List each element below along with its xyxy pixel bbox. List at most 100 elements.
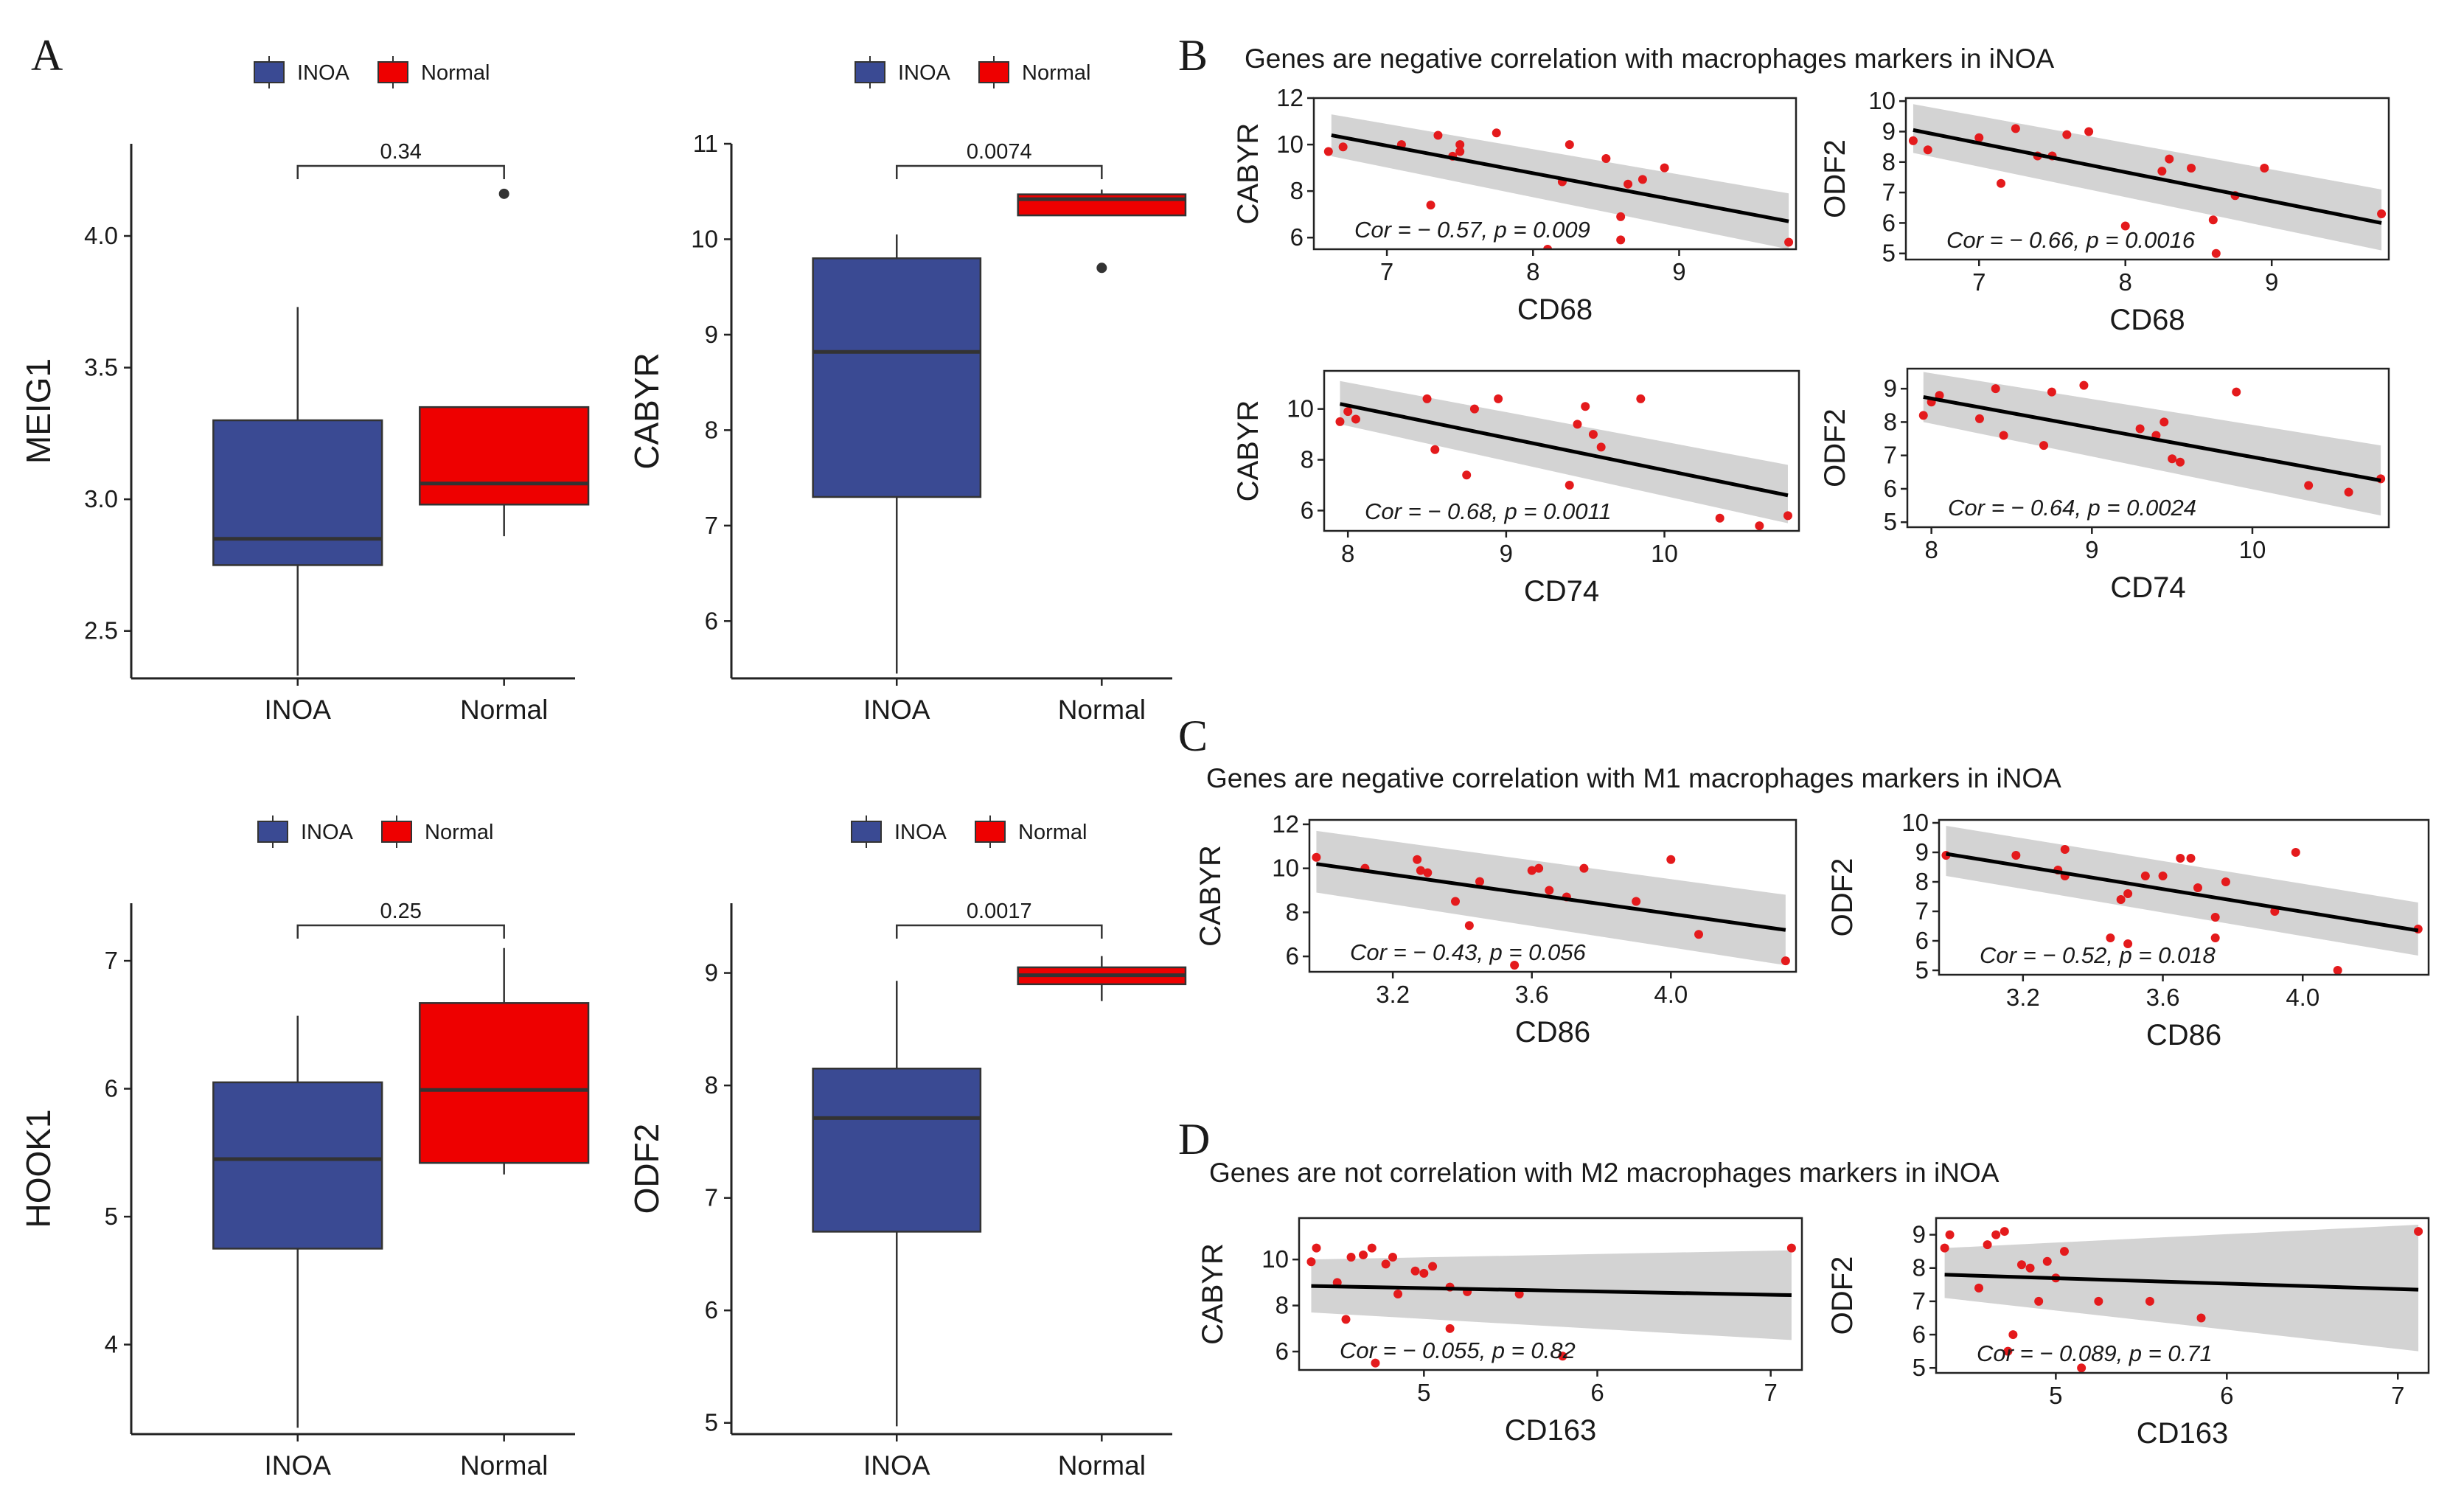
data-point [2094,1296,2103,1306]
y-tick-label: 7 [1913,1287,1926,1315]
legend-label: INOA [297,61,350,85]
data-point [2193,883,2202,892]
box-inoa [212,419,383,566]
y-tick-label: 8 [1301,446,1314,473]
data-point [2060,845,2070,854]
regression-line [1913,128,2382,225]
x-tick-label: 6 [2220,1382,2233,1409]
data-point [1974,1283,1983,1293]
data-point [1908,136,1918,145]
x-tick-label: 8 [1526,258,1539,285]
scatter-odf2-vs-cd68: 7 8 9 5 6 7 8 9 10 CD68 ODF2 Cor = − 0.66, p = 0.00… [1819,87,2390,336]
boxplot-odf2: 5 6 7 8 9 ODF2 INOA Normal 0.0017 INOA Normal [627,815,1187,1481]
y-tick-label: 5 [105,1203,118,1230]
panel-label-a: A [31,31,63,80]
panel-b-title: Genes are negative correlation with macr… [1245,44,2054,74]
data-point [2165,154,2174,164]
data-point [2039,441,2049,451]
data-point [1416,866,1425,875]
data-point [1413,855,1422,864]
data-point [2016,1260,2026,1270]
data-point [1312,852,1321,862]
data-point [2079,380,2089,390]
scatter-odf2-vs-cd163: 5 6 7 5 6 7 8 9 CD163 ODF2 Cor = − 0.089, p = 0.71 [1826,1217,2430,1450]
legend-key [257,821,288,843]
confidence-band [1944,1225,2419,1352]
data-point [1462,470,1472,480]
data-point [2168,454,2177,464]
y-tick-label: 10 [1287,395,1314,422]
legend-label: Normal [421,61,490,85]
y-tick-label: 7 [1882,178,1896,206]
regression-line [1331,133,1789,223]
data-point [2210,913,2220,922]
x-tick-label: 3.6 [1515,981,1549,1008]
y-tick-label: 9 [705,959,718,987]
x-tick-label: 4.0 [1654,981,1688,1008]
y-tick-label: 2.5 [84,617,118,644]
data-point [1783,511,1792,521]
data-point [2047,387,2056,397]
y-tick-label: 9 [1884,375,1897,402]
data-point [1999,431,2008,440]
box-normal [419,1002,590,1164]
y-tick-label: 6 [1275,1338,1289,1365]
data-point [2000,1227,2009,1237]
y-tick-label: 8 [1286,898,1299,925]
y-tick-label: 8 [705,416,718,443]
x-category-label: INOA [265,695,332,725]
p-value-label: 0.0074 [967,140,1032,164]
data-point [2145,1296,2154,1306]
y-tick-label: 6 [1286,942,1299,970]
outlier-point [498,188,509,199]
y-tick-label: 6 [705,607,718,634]
outlier-point [1096,262,1107,274]
y-tick-label: 5 [705,1409,718,1436]
y-tick-label: 12 [1276,84,1304,111]
data-point [1974,414,1984,423]
scatter-cabyr-vs-cd163: 5 6 7 6 8 10 CD163 CABYR Cor = − 0.055, p = 0.82 [1197,1217,1803,1447]
data-point [1666,855,1676,864]
significance-bracket [896,924,1103,939]
legend-key [381,821,412,843]
data-point [1715,513,1725,523]
x-axis-label: CD74 [2110,571,2185,604]
data-point [2196,1313,2206,1323]
correlation-annotation: Cor = − 0.57, p = 0.009 [1354,217,1590,243]
data-point [2176,457,2185,467]
y-tick-label: 7 [705,512,718,539]
legend-key [855,61,885,83]
data-point [1323,147,1333,156]
data-point [1423,868,1433,877]
x-tick-label: 8 [1924,536,1938,563]
y-tick-label: 7 [705,1184,718,1211]
x-category-label: Normal [1058,1450,1146,1481]
y-axis-label: CABYR [1194,845,1227,947]
x-tick-label: 9 [2265,268,2278,296]
plot-frame [1906,367,2390,529]
y-axis-label: ODF2 [1819,139,1851,218]
data-point [1433,131,1443,140]
data-point [2211,248,2221,258]
data-point [1755,521,1764,531]
p-value-label: 0.0017 [967,900,1032,923]
regression-line [1944,1273,2419,1292]
x-axis-label: CD74 [1524,575,1599,608]
x-tick-label: 8 [1341,540,1354,567]
data-point [1428,1262,1438,1271]
data-point [1601,154,1611,163]
data-point [1445,1324,1455,1333]
y-tick-label: 5 [1915,956,1929,984]
y-tick-label: 10 [1276,131,1304,158]
plot-area [1918,372,2386,516]
y-tick-label: 8 [1915,868,1929,895]
data-point [2221,877,2230,886]
panel-label-c: C [1178,712,1208,760]
y-axis-label: CABYR [1232,123,1264,225]
data-point [1492,128,1501,138]
data-point [1997,178,2006,188]
y-tick-label: 8 [1913,1254,1926,1281]
data-point [2077,1363,2087,1373]
y-tick-label: 5 [1884,508,1897,535]
